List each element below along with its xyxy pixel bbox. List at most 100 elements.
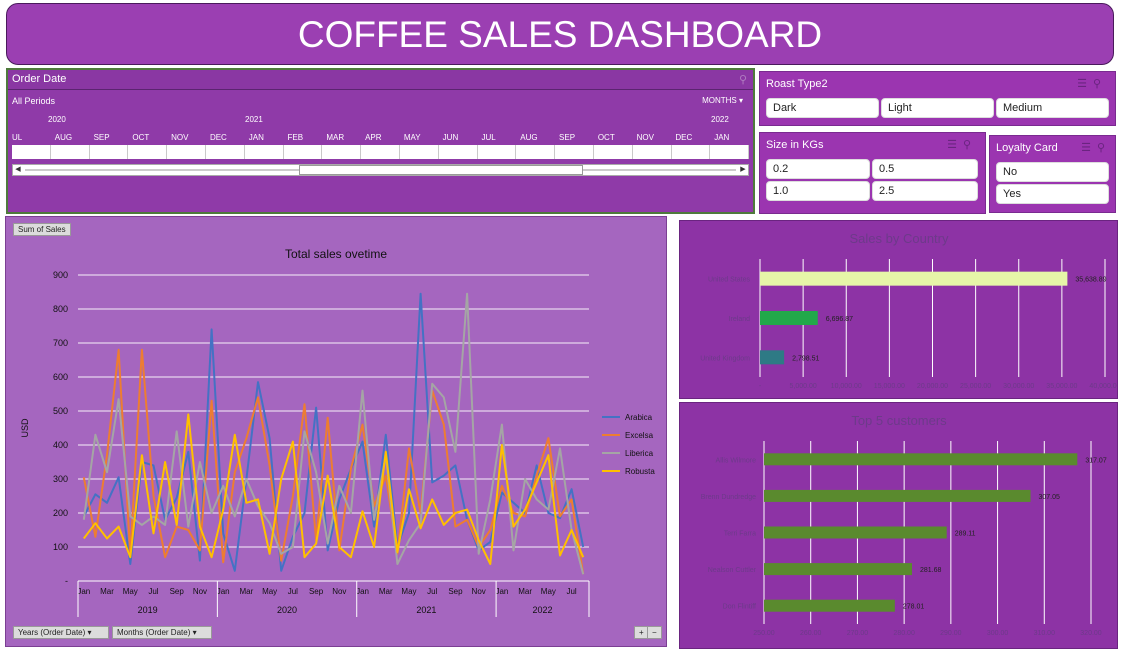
- x-tick-label: -: [759, 383, 762, 390]
- multi-select-icon[interactable]: ☰: [1077, 78, 1093, 90]
- scroll-left-icon[interactable]: ◀: [15, 166, 21, 173]
- x-tick-label: Jan: [356, 587, 369, 596]
- clear-filter-icon[interactable]: ⚲: [962, 139, 977, 151]
- timeline-cell[interactable]: [672, 145, 711, 159]
- timeline-month-label: JUN: [442, 133, 459, 142]
- timeline-header: Order Date ⚲: [8, 70, 753, 90]
- timeline-cell[interactable]: [51, 145, 90, 159]
- x-tick-label: Jan: [217, 587, 230, 596]
- timeline-month-label: DEC: [675, 133, 693, 142]
- x-tick-label: 15,000.00: [874, 383, 905, 390]
- bar: [760, 271, 1068, 286]
- category-label: Don Flintiff: [723, 604, 756, 611]
- sales-over-time-chart[interactable]: Sum of Sales Total sales ovetime USD - 100 2…: [5, 216, 667, 647]
- x-tick-label: Jul: [148, 587, 158, 596]
- collapse-button[interactable]: −: [647, 626, 662, 639]
- timeline-cell[interactable]: [633, 145, 672, 159]
- roast-slicer-title: Roast Type2: [766, 78, 828, 90]
- all-periods-label: All Periods: [12, 96, 56, 106]
- timeline-cell[interactable]: [594, 145, 633, 159]
- slicer-icons[interactable]: ☰⚲: [1077, 77, 1107, 90]
- bar: [760, 350, 785, 365]
- category-label: Brenn Dundredge: [701, 494, 756, 501]
- timeline-cell[interactable]: [710, 145, 750, 159]
- x-tick-label: Mar: [518, 587, 532, 596]
- timeline-cell[interactable]: [322, 145, 362, 159]
- sum-of-sales-button[interactable]: Sum of Sales: [13, 223, 71, 236]
- size-option[interactable]: 1.0: [766, 181, 870, 201]
- loyalty-card-slicer[interactable]: Loyalty Card ☰⚲ No Yes: [989, 135, 1116, 213]
- y-tick-label: 200: [53, 508, 68, 518]
- size-slicer-title: Size in KGs: [766, 139, 824, 151]
- timeline-cell[interactable]: [516, 145, 556, 159]
- line-chart-svg: Total sales ovetime USD - 100 200 300 400 500 60…: [20, 247, 655, 617]
- multi-select-icon[interactable]: ☰: [947, 139, 963, 151]
- category-label: Ireland: [729, 316, 751, 323]
- x-tick-label: Jul: [566, 587, 576, 596]
- clear-filter-icon[interactable]: ⚲: [738, 74, 747, 86]
- timeline-cell[interactable]: [245, 145, 284, 159]
- timeline-cell[interactable]: [167, 145, 206, 159]
- bar: [764, 489, 1031, 502]
- slicer-icons[interactable]: ☰⚲: [947, 138, 977, 151]
- year-label: 2019: [138, 605, 158, 615]
- y-tick-label: 100: [53, 542, 68, 552]
- timeline-cell[interactable]: [90, 145, 129, 159]
- loyalty-option[interactable]: Yes: [996, 184, 1109, 204]
- timeline-cell[interactable]: [206, 145, 245, 159]
- timeline-month-label: OCT: [132, 133, 150, 142]
- x-tick-label: 260.00: [800, 630, 822, 637]
- timeline-unit-dropdown[interactable]: MONTHS ▾: [702, 96, 743, 105]
- slicer-icons[interactable]: ☰⚲: [1081, 141, 1111, 154]
- x-tick-label: 290.00: [940, 630, 962, 637]
- customers-chart-svg: Top 5 customers 250.00 260.00 270.00 280.00 2…: [701, 413, 1107, 637]
- year-label: 2020: [277, 605, 297, 615]
- roast-option[interactable]: Light: [881, 98, 994, 118]
- scroll-right-icon[interactable]: ▶: [740, 166, 746, 173]
- years-filter-button[interactable]: Years (Order Date) ▾: [13, 626, 109, 639]
- y-tick-label: 300: [53, 474, 68, 484]
- x-tick-label: 20,000.00: [917, 383, 948, 390]
- loyalty-option[interactable]: No: [996, 162, 1109, 182]
- timeline-cell[interactable]: [478, 145, 517, 159]
- timeline-cell[interactable]: [361, 145, 400, 159]
- x-tick-label: Sep: [170, 587, 185, 596]
- timeline-cell[interactable]: [284, 145, 323, 159]
- timeline-cells[interactable]: [12, 145, 750, 159]
- roast-option[interactable]: Medium: [996, 98, 1109, 118]
- timeline-cell[interactable]: [555, 145, 594, 159]
- sales-by-country-chart: Sales by Country - 5,000.00 10,000.00 15,000…: [679, 220, 1121, 399]
- timeline-cell[interactable]: [12, 145, 51, 159]
- bar: [760, 311, 818, 325]
- category-label: Nealson Cuttler: [708, 567, 757, 574]
- timeline-month-label: MAY: [403, 133, 421, 142]
- clear-filter-icon[interactable]: ⚲: [1092, 78, 1107, 90]
- legend-label: Excelsa: [625, 431, 654, 440]
- size-slicer[interactable]: Size in KGs ☰⚲ 0.2 0.5 1.0 2.5: [759, 132, 986, 214]
- data-label: 307.05: [1039, 494, 1061, 501]
- x-tick-label: May: [401, 587, 416, 596]
- timeline-scrollbar[interactable]: ◀ ▶: [12, 164, 749, 176]
- scroll-thumb[interactable]: [299, 165, 583, 175]
- timeline-cell[interactable]: [128, 145, 168, 159]
- clear-filter-icon[interactable]: ⚲: [1096, 142, 1111, 154]
- timeline-month-label: JAN: [714, 133, 730, 142]
- timeline-cell[interactable]: [439, 145, 478, 159]
- size-option[interactable]: 2.5: [872, 181, 978, 201]
- x-tick-label: Jul: [427, 587, 437, 596]
- size-option[interactable]: 0.5: [872, 159, 978, 179]
- months-filter-button[interactable]: Months (Order Date) ▾: [112, 626, 212, 639]
- bar: [764, 526, 947, 539]
- roast-type-slicer[interactable]: Roast Type2 ☰⚲ Dark Light Medium: [759, 71, 1116, 126]
- multi-select-icon[interactable]: ☰: [1081, 142, 1097, 154]
- timeline-month-label: DEC: [209, 133, 227, 142]
- x-tick-label: 300.00: [987, 630, 1009, 637]
- chart-title: Sales by Country: [850, 231, 949, 246]
- x-tick-label: Jul: [288, 587, 298, 596]
- y-tick-label: 700: [53, 338, 68, 348]
- timeline-cell[interactable]: [400, 145, 439, 159]
- roast-option[interactable]: Dark: [766, 98, 879, 118]
- order-date-timeline[interactable]: Order Date ⚲ All Periods MONTHS ▾ 2020 20…: [6, 68, 755, 214]
- x-tick-label: 25,000.00: [960, 383, 991, 390]
- size-option[interactable]: 0.2: [766, 159, 870, 179]
